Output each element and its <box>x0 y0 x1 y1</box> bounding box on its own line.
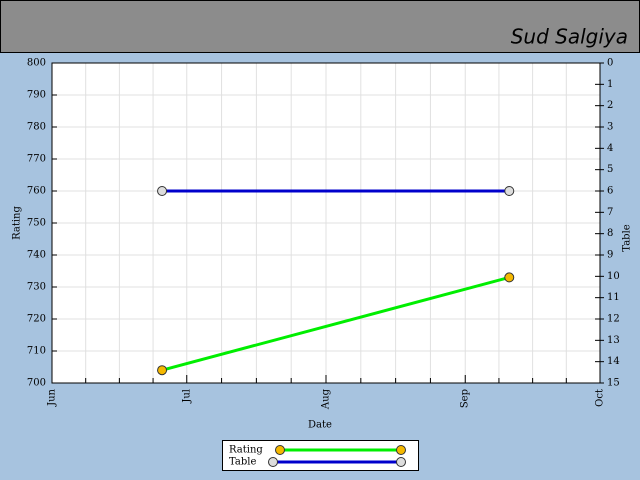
y2-tick-label: 15 <box>607 378 620 389</box>
y2-tick-label: 12 <box>607 314 620 325</box>
header-name: Sud Salgiya <box>511 25 628 49</box>
y-tick-label: 720 <box>27 314 46 325</box>
point <box>504 186 515 196</box>
legend-marker <box>275 445 285 455</box>
y-tick-label: 760 <box>27 186 46 197</box>
y2-axis-label: Table <box>622 224 633 251</box>
legend <box>222 440 419 471</box>
legend-marker <box>396 445 406 455</box>
y-tick-label: 770 <box>27 154 46 165</box>
x-tick-label: Oct <box>595 389 606 407</box>
y2-tick-label: 3 <box>607 122 613 133</box>
y2-tick-label: 0 <box>607 58 613 69</box>
y2-tick-label: 7 <box>607 207 613 218</box>
y2-tick-label: 10 <box>607 271 620 282</box>
y2-tick-label: 2 <box>607 100 613 111</box>
x-axis-label: Date <box>308 420 332 431</box>
y2-tick-label: 9 <box>607 250 613 261</box>
y-tick-label: 740 <box>27 250 46 261</box>
x-tick-label: Jun <box>47 388 58 406</box>
y-tick-label: 700 <box>27 378 46 389</box>
x-tick-label: Sep <box>460 389 471 408</box>
x-tick-label: Aug <box>321 388 332 410</box>
y2-tick-label: 13 <box>607 335 620 346</box>
y2-tick-label: 8 <box>607 228 613 239</box>
y-tick-label: 710 <box>27 346 46 357</box>
header-bar <box>0 0 640 53</box>
plot-frame <box>51 62 601 384</box>
legend-marker <box>396 457 406 467</box>
series-line <box>161 275 510 372</box>
y2-tick-label: 14 <box>607 356 620 367</box>
y2-tick-label: 4 <box>607 143 613 154</box>
plot <box>51 62 604 384</box>
y2-tick-label: 6 <box>607 186 613 197</box>
y2-tick-label: 11 <box>607 292 620 303</box>
x-tick-label: Jul <box>181 389 192 404</box>
y-axis-label: Rating <box>12 206 23 240</box>
legend-marker <box>268 457 278 467</box>
y-tick-label: 750 <box>27 218 46 229</box>
y-tick-label: 790 <box>27 90 46 101</box>
legend-label: Rating <box>229 445 263 456</box>
point <box>504 272 515 283</box>
y-tick-label: 730 <box>27 282 46 293</box>
point <box>157 186 168 196</box>
point <box>157 365 168 376</box>
legend-label: Table <box>229 457 256 468</box>
y-tick-label: 780 <box>27 122 46 133</box>
y-tick-label: 800 <box>27 58 46 69</box>
y2-tick-label: 1 <box>607 79 613 90</box>
y2-tick-label: 5 <box>607 164 613 175</box>
